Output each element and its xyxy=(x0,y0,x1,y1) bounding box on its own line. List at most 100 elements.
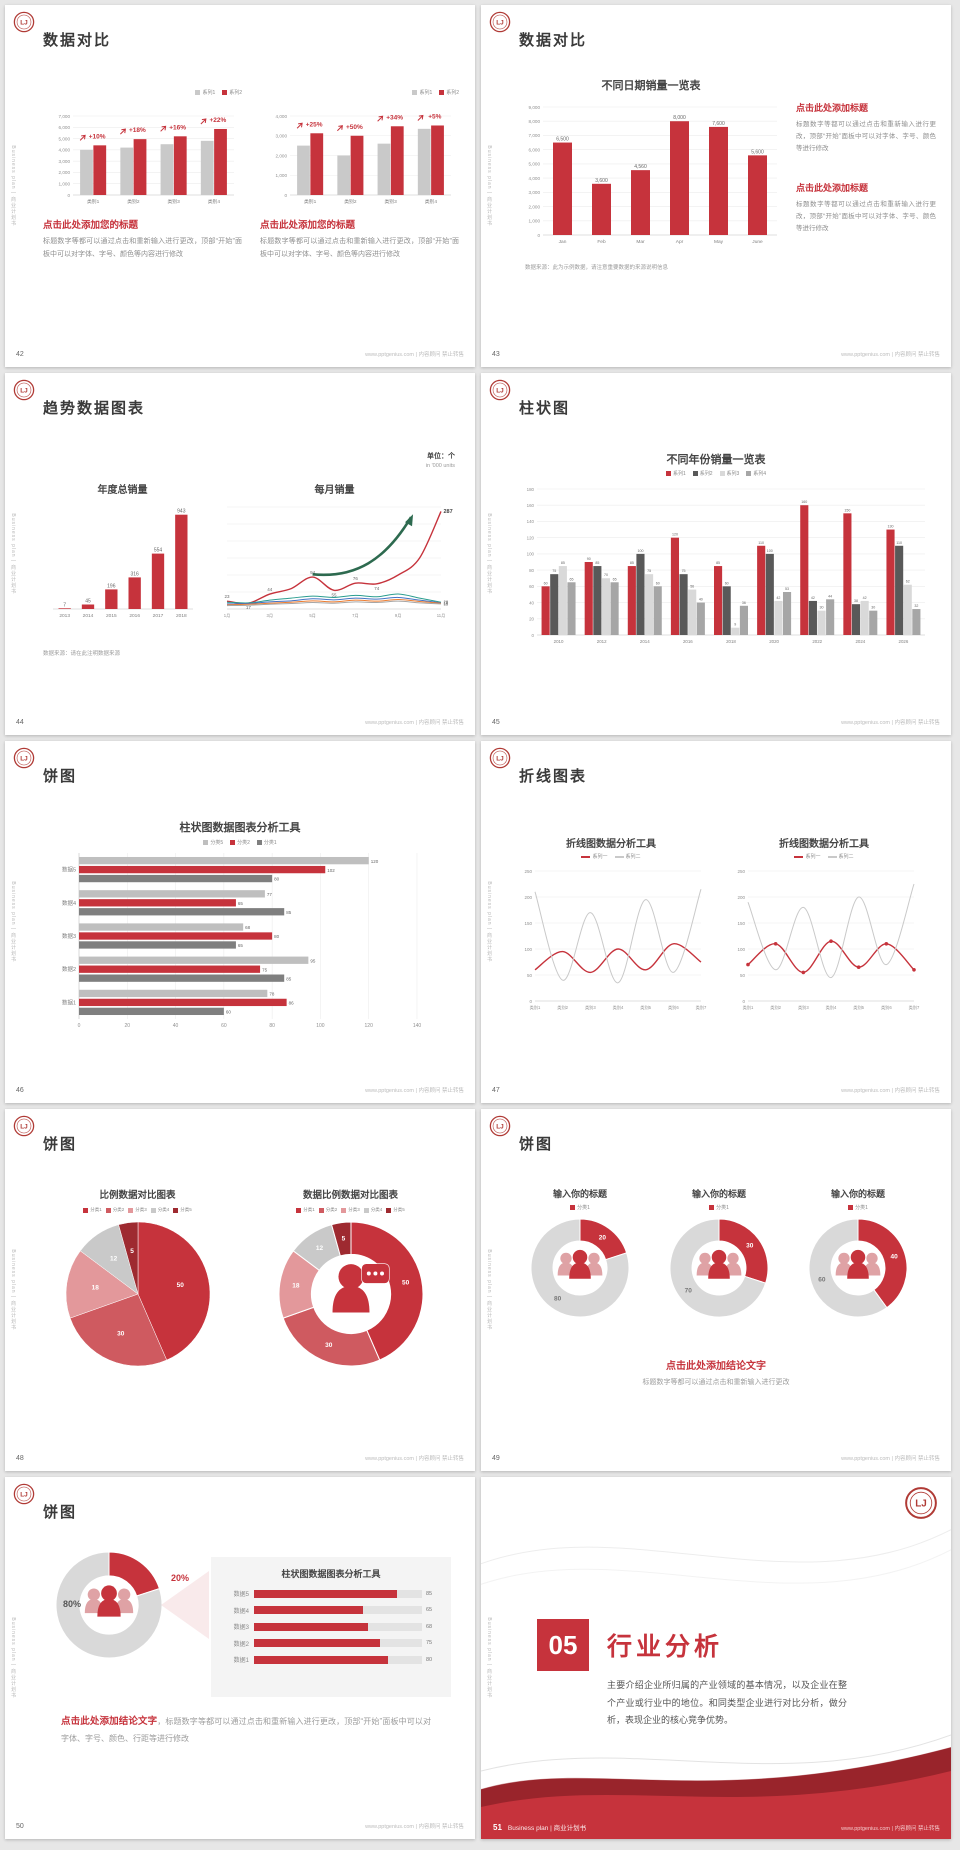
footer-site: www.pptgenius.com | 内容顾问 禁止转售 xyxy=(841,1826,940,1832)
logo-seal-icon: LJ xyxy=(489,11,511,33)
svg-text:3,000: 3,000 xyxy=(529,190,541,195)
svg-text:120: 120 xyxy=(365,1023,374,1029)
donut-chart: 30 70 xyxy=(667,1216,771,1320)
donut-chart: 50 30 18 12 5 xyxy=(276,1219,426,1369)
svg-text:180: 180 xyxy=(527,487,535,492)
svg-text:2014: 2014 xyxy=(640,639,650,644)
svg-text:76: 76 xyxy=(353,576,359,581)
slide-49[interactable]: LJ Business plan | 商业计划书 饼图 输入你的标题 分类1 2… xyxy=(481,1109,951,1471)
svg-text:20: 20 xyxy=(444,600,449,605)
svg-text:Mar: Mar xyxy=(636,239,645,245)
svg-text:+25%: +25% xyxy=(306,121,323,128)
slide-title: 饼图 xyxy=(519,1136,554,1153)
data-source-note: 数据来源：此为示例数据，请注意重要数据的来源说明信息 xyxy=(525,265,669,271)
svg-text:5月: 5月 xyxy=(309,613,316,619)
slide-43[interactable]: LJ Business plan | 商业计划书 数据对比 不同日期销量一览表 … xyxy=(481,5,951,367)
slide-title: 饼图 xyxy=(43,1504,78,1521)
svg-text:60: 60 xyxy=(529,584,534,589)
svg-text:2012: 2012 xyxy=(597,639,607,644)
svg-text:160: 160 xyxy=(527,503,535,508)
slide-47[interactable]: LJ Business plan | 商业计划书 折线图表 折线图数据分析工具 … xyxy=(481,741,951,1103)
chart-title: 输入你的标题 xyxy=(830,1189,885,1199)
svg-text:5,600: 5,600 xyxy=(751,149,764,155)
svg-text:5,000: 5,000 xyxy=(529,162,541,167)
sidebar-vertical-label: Business plan | 商业计划书 xyxy=(486,513,492,595)
slide-45[interactable]: LJ Business plan | 商业计划书 柱状图 不同年份销量一览表 系… xyxy=(481,373,951,735)
svg-text:7: 7 xyxy=(63,602,66,608)
svg-text:LJ: LJ xyxy=(496,387,504,394)
svg-text:9: 9 xyxy=(734,623,736,627)
conclusion-text: 点击此处添加结论文字 xyxy=(666,1361,766,1372)
svg-text:1,000: 1,000 xyxy=(529,219,541,224)
svg-text:0: 0 xyxy=(67,193,70,198)
slide-50[interactable]: LJ Business plan | 商业计划书 饼图 80% 20% 柱状图数… xyxy=(5,1477,475,1839)
svg-text:0: 0 xyxy=(742,999,745,1004)
svg-text:June: June xyxy=(752,239,763,245)
logo-seal-icon: LJ xyxy=(13,379,35,401)
svg-text:554: 554 xyxy=(154,548,163,554)
svg-text:2015: 2015 xyxy=(106,613,117,619)
svg-text:类别6: 类别6 xyxy=(881,1004,892,1011)
logo-seal-icon: LJ xyxy=(13,11,35,33)
footer-site: www.pptgenius.com | 内容顾问 禁止转售 xyxy=(365,352,464,358)
svg-text:6,000: 6,000 xyxy=(529,147,541,152)
svg-text:30: 30 xyxy=(820,606,824,610)
svg-text:44: 44 xyxy=(828,594,832,598)
chart-legend: 分类5 分类2 分类1 xyxy=(5,839,475,846)
svg-text:44: 44 xyxy=(267,587,273,592)
svg-text:120: 120 xyxy=(371,859,379,864)
slide-42[interactable]: LJ Business plan | 商业计划书 数据对比 系列1 系列2 0 1,… xyxy=(5,5,475,367)
svg-text:85: 85 xyxy=(286,976,292,981)
block-heading: 点击此处添加标题 xyxy=(796,103,869,113)
svg-text:类别4: 类别4 xyxy=(613,1004,624,1011)
footer-site: www.pptgenius.com | 内容顾问 禁止转售 xyxy=(841,1456,940,1462)
svg-text:102: 102 xyxy=(327,868,335,873)
svg-text:200: 200 xyxy=(524,895,532,900)
svg-text:80: 80 xyxy=(554,1296,562,1303)
svg-text:类别2: 类别2 xyxy=(770,1004,781,1011)
svg-text:数据1: 数据1 xyxy=(62,998,76,1006)
donut-chart xyxy=(53,1549,165,1661)
svg-text:94: 94 xyxy=(310,570,316,575)
svg-text:32: 32 xyxy=(914,604,918,608)
grouped-bar-chart: 0 20 40 60 80 100 120 140 160 180 2010 60 75 85 65 2012… xyxy=(507,479,933,647)
chart-legend: 分类1 分类2 分类3 分类4 分类5 xyxy=(248,1207,453,1213)
footer-site: www.pptgenius.com | 内容顾问 禁止转售 xyxy=(365,1824,464,1830)
svg-text:类别1: 类别1 xyxy=(304,198,317,205)
chart-legend: 系列一 系列二 xyxy=(511,853,711,860)
svg-text:LJ: LJ xyxy=(496,1123,504,1130)
svg-text:4,000: 4,000 xyxy=(276,114,288,119)
svg-text:150: 150 xyxy=(737,921,745,926)
slide-44[interactable]: LJ Business plan | 商业计划书 趋势数据图表 单位：个 in … xyxy=(5,373,475,735)
line-chart: 0 50 100 150 200 250 类别1 类别2 类别3 类别4 类别5 类别6 类别7 xyxy=(511,863,711,1013)
svg-text:50: 50 xyxy=(176,1282,184,1289)
slide-48[interactable]: LJ Business plan | 商业计划书 饼图 比例数据对比图表 分类1… xyxy=(5,1109,475,1471)
svg-text:数据2: 数据2 xyxy=(62,965,76,973)
slide-51[interactable]: LJ Business plan | 商业计划书 05 行业分析 主要介绍企业所… xyxy=(481,1477,951,1839)
page-number: 47 xyxy=(492,1087,500,1094)
chart-title: 不同日期销量一览表 xyxy=(601,80,701,92)
svg-text:2018: 2018 xyxy=(176,613,187,619)
svg-text:类别1: 类别1 xyxy=(530,1004,541,1011)
svg-text:85: 85 xyxy=(716,561,720,565)
unit-label: 单位：个 in '000 units xyxy=(425,453,455,469)
svg-text:9,000: 9,000 xyxy=(529,105,541,110)
svg-text:9月: 9月 xyxy=(395,613,402,619)
svg-text:20: 20 xyxy=(125,1023,131,1029)
svg-text:110: 110 xyxy=(758,541,764,545)
chart-legend: 系列1 系列2 系列3 系列4 xyxy=(481,470,951,477)
svg-text:7,000: 7,000 xyxy=(59,114,71,119)
svg-text:12: 12 xyxy=(315,1245,323,1252)
footer-site: www.pptgenius.com | 内容顾问 禁止转售 xyxy=(365,720,464,726)
chart-legend: 分类1 xyxy=(792,1204,924,1211)
svg-text:6,500: 6,500 xyxy=(556,137,569,143)
svg-text:+50%: +50% xyxy=(346,124,363,131)
svg-text:86: 86 xyxy=(289,1001,295,1006)
logo-seal-icon: LJ xyxy=(904,1486,938,1520)
svg-text:80: 80 xyxy=(274,934,280,939)
sidebar-vertical-label: Business plan | 商业计划书 xyxy=(486,145,492,227)
svg-text:1月: 1月 xyxy=(224,613,231,619)
slide-title: 饼图 xyxy=(43,768,78,785)
slide-46[interactable]: LJ Business plan | 商业计划书 饼图 柱状图数据图表分析工具 … xyxy=(5,741,475,1103)
svg-text:4,000: 4,000 xyxy=(529,176,541,181)
